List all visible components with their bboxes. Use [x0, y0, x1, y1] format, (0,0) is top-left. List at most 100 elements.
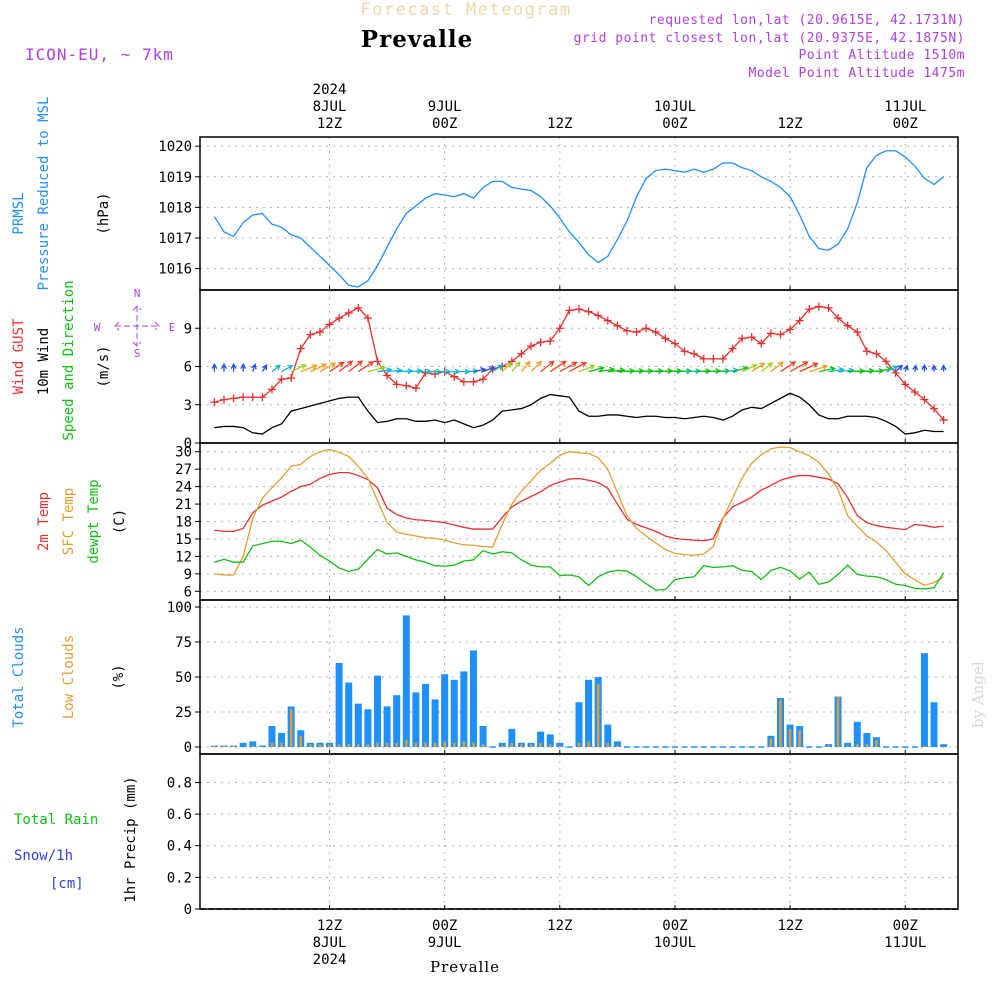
total-cloud-bar: [853, 721, 861, 747]
total-cloud-bar: [498, 742, 506, 747]
ylabel-wind-3: (m/s): [96, 345, 112, 387]
ylabel-clouds-2: (%): [111, 664, 127, 689]
time-label-bottom: 12Z: [317, 918, 342, 934]
wind-arrow: [540, 360, 555, 373]
low-cloud-bar: [385, 742, 389, 747]
low-cloud-bar: [222, 745, 226, 747]
gust-point: [661, 334, 670, 343]
gust-point: [565, 306, 574, 315]
total-cloud-bar: [863, 733, 871, 747]
gust-point: [795, 316, 804, 325]
series-prmsl: [213, 150, 945, 288]
gust-point: [392, 380, 401, 389]
panel-wind: 0 3 6 9 N S W E: [94, 287, 959, 452]
model-label: ICON-EU, ~ 7km: [25, 45, 174, 64]
compass-w: W: [94, 321, 101, 334]
ylabel-temp-0: 2m Temp: [36, 492, 52, 551]
time-label-bottom: 00Z: [893, 918, 918, 934]
total-cloud-bar: [402, 615, 410, 747]
total-cloud-bar: [374, 675, 382, 747]
total-cloud-bar: [508, 728, 516, 747]
total-cloud-bar: [604, 724, 612, 747]
total-cloud-bar: [383, 706, 391, 747]
gust-point: [536, 338, 545, 347]
low-cloud-bar: [405, 740, 408, 747]
total-cloud-bar: [613, 741, 621, 747]
low-cloud-bar: [769, 738, 773, 747]
wind-arrow: [501, 361, 513, 373]
gust-point: [766, 329, 775, 338]
low-cloud-bar: [798, 730, 801, 747]
gust-point: [507, 357, 516, 366]
low-cloud-bar: [856, 744, 859, 747]
low-cloud-bar: [587, 741, 590, 747]
ylabel-temp-3: (C): [112, 509, 128, 534]
series-2m-temp: [214, 472, 944, 542]
gust-point: [239, 393, 248, 402]
low-cloud-bar: [539, 742, 542, 747]
gust-point: [776, 330, 785, 339]
wind-arrow: [530, 360, 543, 373]
wind-arrow: [569, 361, 587, 373]
low-cloud-bar: [289, 709, 293, 747]
low-cloud-bar: [481, 744, 485, 747]
total-cloud-bar: [479, 726, 487, 747]
wind-arrow: [903, 364, 909, 372]
time-label-bottom: 2024: [313, 952, 347, 968]
ytick-label: 9: [184, 321, 192, 337]
gust-point: [315, 328, 324, 337]
wind-arrow: [940, 364, 947, 372]
ytick-label: 0.8: [167, 775, 192, 791]
wind-arrow: [799, 362, 819, 373]
ylabel-clouds-1: Low Clouds: [61, 635, 77, 719]
low-cloud-bar: [827, 745, 830, 747]
gust-point: [642, 324, 651, 333]
ylabel-wind-2: Speed and Direction: [61, 280, 77, 440]
total-cloud-bar: [469, 650, 477, 747]
gust-point: [872, 349, 881, 358]
compass-s: S: [134, 347, 141, 360]
ytick-label: 25: [175, 705, 192, 721]
low-cloud-bar: [596, 684, 600, 747]
total-cloud-bar: [268, 726, 276, 747]
wind-arrow: [473, 367, 487, 373]
low-cloud-bar: [462, 741, 466, 747]
panel-precip: 0 0.2 0.4 0.6 0.8: [167, 753, 959, 918]
gust-point: [882, 357, 891, 366]
gust-point: [651, 328, 660, 337]
gust-point: [718, 354, 727, 363]
ytick-label: 15: [175, 532, 192, 548]
ytick-label: 1019: [158, 170, 192, 186]
low-cloud-bar: [501, 745, 504, 747]
low-cloud-bar: [616, 745, 619, 747]
gust-point: [824, 303, 833, 312]
meteogram-title: Forecast Meteogram: [360, 0, 571, 20]
ytick-label: 1016: [158, 262, 192, 278]
ylabel-temp-1: SFC Temp: [61, 488, 77, 555]
time-label-top: 12Z: [547, 116, 572, 132]
ytick-label: 0.6: [167, 807, 192, 823]
low-cloud-bar: [395, 742, 398, 747]
total-cloud-bar: [278, 733, 286, 747]
ytick-label: 1020: [158, 139, 192, 155]
ylabel-precip-unit: 1hr Precip (mm): [123, 776, 139, 902]
wind-arrow: [921, 363, 928, 372]
wind-arrow: [578, 364, 596, 373]
wind-arrow: [230, 362, 237, 372]
low-cloud-bar: [549, 744, 552, 747]
total-cloud-bar: [354, 703, 362, 747]
ytick-label: 30: [175, 445, 192, 461]
low-cloud-bar: [318, 744, 322, 747]
ytick-label: 18: [175, 515, 192, 531]
low-cloud-bar: [280, 742, 283, 747]
time-label-top: 9JUL: [428, 99, 462, 115]
ytick-label: 0: [184, 902, 192, 918]
gust-point: [354, 303, 363, 312]
total-cloud-bar: [546, 734, 554, 747]
low-cloud-bar: [865, 744, 869, 747]
low-cloud-bar: [309, 744, 312, 747]
gust-point: [335, 314, 344, 323]
gust-point: [383, 371, 392, 380]
gust-point: [805, 305, 814, 314]
ytick-label: 0: [184, 740, 192, 756]
